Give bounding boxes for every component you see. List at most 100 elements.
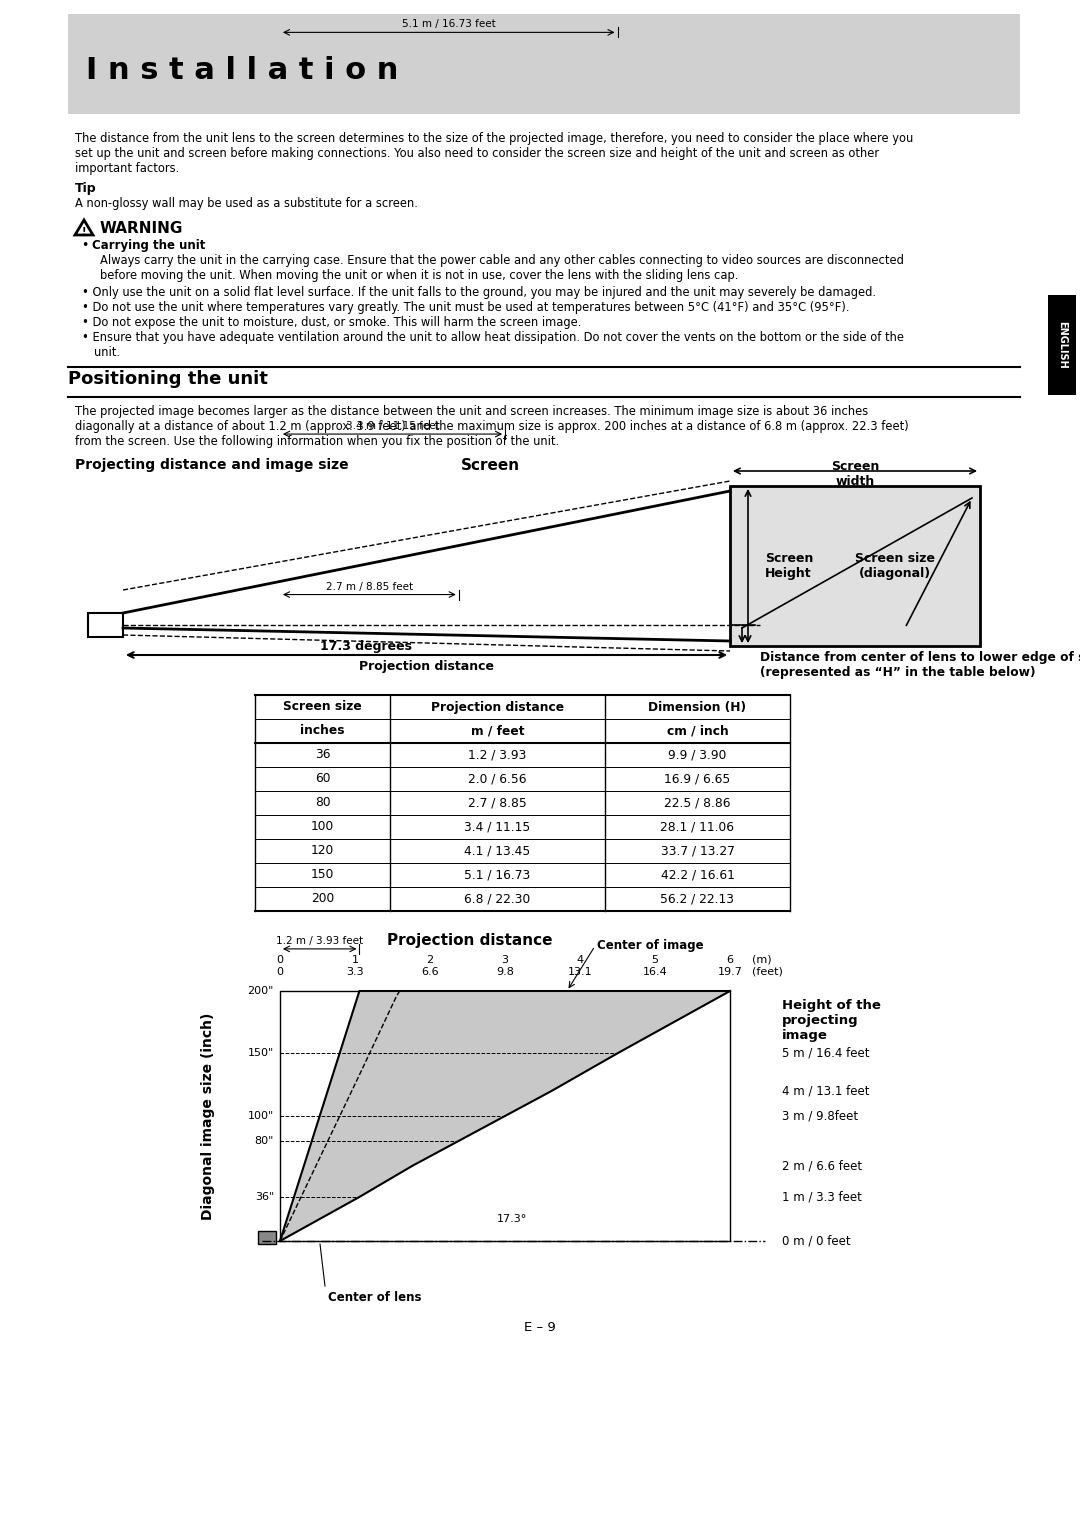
Text: 9.9 / 3.90: 9.9 / 3.90 [669, 749, 727, 761]
Text: Tip: Tip [75, 182, 96, 196]
Text: (represented as “H” in the table below): (represented as “H” in the table below) [760, 666, 1036, 678]
Text: 100: 100 [311, 821, 334, 833]
Text: I n s t a l l a t i o n: I n s t a l l a t i o n [86, 57, 399, 86]
Text: 17.3°: 17.3° [497, 1215, 527, 1224]
Text: 80": 80" [255, 1135, 274, 1146]
Text: 80: 80 [314, 796, 330, 810]
Text: 36: 36 [314, 749, 330, 761]
Text: 100": 100" [247, 1111, 274, 1122]
Text: 2.7 m / 8.85 feet: 2.7 m / 8.85 feet [326, 582, 413, 591]
Text: Carrying the unit: Carrying the unit [92, 238, 205, 252]
Text: Height of the
projecting
image: Height of the projecting image [782, 999, 881, 1042]
Text: Dimension (H): Dimension (H) [648, 700, 746, 714]
Text: 56.2 / 22.13: 56.2 / 22.13 [661, 892, 734, 906]
Text: 6.6: 6.6 [421, 967, 438, 976]
Text: 2.7 / 8.85: 2.7 / 8.85 [468, 796, 527, 810]
Text: • Do not expose the unit to moisture, dust, or smoke. This will harm the screen : • Do not expose the unit to moisture, du… [82, 316, 581, 329]
Text: Screen size
(diagonal): Screen size (diagonal) [855, 552, 935, 581]
Text: 3.3: 3.3 [347, 967, 364, 976]
Text: 2 m / 6.6 feet: 2 m / 6.6 feet [782, 1160, 862, 1172]
Text: WARNING: WARNING [100, 222, 184, 235]
Text: 4 m / 13.1 feet: 4 m / 13.1 feet [782, 1085, 869, 1097]
Text: •: • [82, 238, 93, 252]
Text: 2.0 / 6.56: 2.0 / 6.56 [469, 773, 527, 785]
Bar [730, 486, 980, 646]
Text: 33.7 / 13.27: 33.7 / 13.27 [661, 845, 734, 857]
Text: 3: 3 [501, 955, 509, 966]
Text: • Do not use the unit where temperatures vary greatly. The unit must be used at : • Do not use the unit where temperatures… [82, 301, 850, 313]
Text: 1.2 / 3.93: 1.2 / 3.93 [469, 749, 527, 761]
Text: 3.4 m / 11.15 feet: 3.4 m / 11.15 feet [346, 422, 440, 431]
Text: 16.4: 16.4 [643, 967, 667, 976]
Polygon shape [280, 992, 730, 1241]
Text: 19.7: 19.7 [717, 967, 742, 976]
Text: 1: 1 [351, 955, 359, 966]
Text: diagonally at a distance of about 1.2 m (approx. 3.9 feet) and the maximum size : diagonally at a distance of about 1.2 m … [75, 420, 908, 432]
Text: Projection distance: Projection distance [359, 660, 494, 672]
Text: (m): (m) [752, 955, 771, 966]
Text: Diagonal image size (inch): Diagonal image size (inch) [201, 1013, 215, 1219]
Text: 3 m / 9.8feet: 3 m / 9.8feet [782, 1109, 859, 1123]
Text: A non-glossy wall may be used as a substitute for a screen.: A non-glossy wall may be used as a subst… [75, 197, 418, 209]
Text: Screen
width: Screen width [831, 460, 879, 487]
Text: Projection distance: Projection distance [431, 700, 564, 714]
Text: unit.: unit. [94, 345, 120, 359]
Text: 6.8 / 22.30: 6.8 / 22.30 [464, 892, 530, 906]
Text: 150": 150" [247, 1048, 274, 1059]
Text: 17.3 degrees: 17.3 degrees [320, 640, 411, 652]
Text: 42.2 / 16.61: 42.2 / 16.61 [661, 868, 734, 882]
Text: Projection distance: Projection distance [388, 934, 553, 947]
Text: from the screen. Use the following information when you fix the position of the : from the screen. Use the following infor… [75, 435, 559, 448]
Bar [280, 992, 730, 1241]
Text: Screen: Screen [460, 458, 519, 474]
Text: 6: 6 [727, 955, 733, 966]
Text: 3.4 / 11.15: 3.4 / 11.15 [464, 821, 530, 833]
Text: 5.1 m / 16.73 feet: 5.1 m / 16.73 feet [402, 20, 496, 29]
Text: 9.8: 9.8 [496, 967, 514, 976]
Text: 28.1 / 11.06: 28.1 / 11.06 [661, 821, 734, 833]
Text: 200: 200 [311, 892, 334, 906]
Text: 150: 150 [311, 868, 334, 882]
Text: 5: 5 [651, 955, 659, 966]
Text: 16.9 / 6.65: 16.9 / 6.65 [664, 773, 731, 785]
Text: !: ! [82, 228, 86, 237]
Bar [68, 14, 1020, 115]
Text: (feet): (feet) [752, 967, 783, 976]
Text: inches: inches [300, 724, 345, 738]
Text: 0: 0 [276, 955, 283, 966]
Text: 4.1 / 13.45: 4.1 / 13.45 [464, 845, 530, 857]
Text: 13.1: 13.1 [568, 967, 592, 976]
Text: E – 9: E – 9 [524, 1322, 556, 1334]
Text: Positioning the unit: Positioning the unit [68, 370, 268, 388]
Text: before moving the unit. When moving the unit or when it is not in use, cover the: before moving the unit. When moving the … [100, 269, 739, 283]
Text: 120: 120 [311, 845, 334, 857]
Text: The projected image becomes larger as the distance between the unit and screen i: The projected image becomes larger as th… [75, 405, 868, 419]
Text: 0: 0 [276, 967, 283, 976]
Text: 1.2 m / 3.93 feet: 1.2 m / 3.93 feet [276, 937, 363, 946]
Text: 60: 60 [314, 773, 330, 785]
Bar [258, 1232, 276, 1244]
Text: Distance from center of lens to lower edge of screen: Distance from center of lens to lower ed… [760, 651, 1080, 665]
Text: set up the unit and screen before making connections. You also need to consider : set up the unit and screen before making… [75, 147, 879, 160]
Text: 5.1 / 16.73: 5.1 / 16.73 [464, 868, 530, 882]
Text: m / feet: m / feet [471, 724, 524, 738]
Text: Projecting distance and image size: Projecting distance and image size [75, 458, 349, 472]
Text: 2: 2 [427, 955, 433, 966]
Bar [1048, 295, 1076, 396]
Text: 1 m / 3.3 feet: 1 m / 3.3 feet [782, 1190, 862, 1204]
Text: 0 m / 0 feet: 0 m / 0 feet [782, 1235, 851, 1247]
Text: 22.5 / 8.86: 22.5 / 8.86 [664, 796, 731, 810]
Text: 36": 36" [255, 1192, 274, 1203]
Text: 5 m / 16.4 feet: 5 m / 16.4 feet [782, 1047, 869, 1060]
Text: Screen size: Screen size [283, 700, 362, 714]
Text: Center of lens: Center of lens [328, 1291, 421, 1303]
Text: Center of image: Center of image [597, 940, 704, 952]
Text: Always carry the unit in the carrying case. Ensure that the power cable and any : Always carry the unit in the carrying ca… [100, 254, 904, 267]
Text: The distance from the unit lens to the screen determines to the size of the proj: The distance from the unit lens to the s… [75, 131, 914, 145]
Text: important factors.: important factors. [75, 162, 179, 176]
Text: ENGLISH: ENGLISH [1057, 321, 1067, 368]
Text: Screen
Height: Screen Height [765, 552, 813, 581]
Text: 200": 200" [247, 986, 274, 996]
Text: 4: 4 [577, 955, 583, 966]
Text: • Ensure that you have adequate ventilation around the unit to allow heat dissip: • Ensure that you have adequate ventilat… [82, 332, 904, 344]
